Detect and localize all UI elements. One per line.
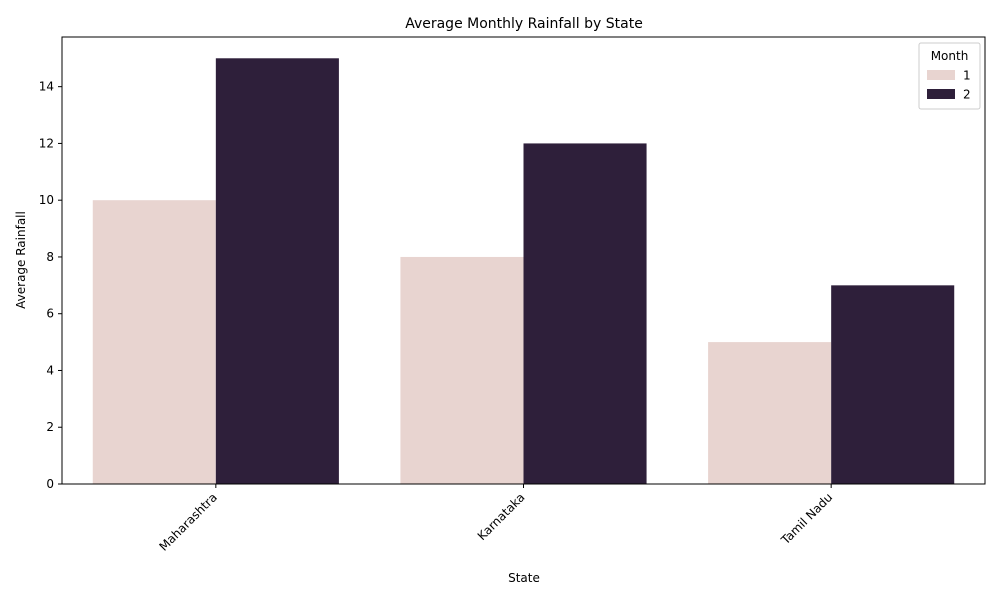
x-tick-label: Karnataka — [475, 490, 528, 543]
legend: Month 1 2 — [918, 42, 981, 110]
y-tick-label: 0 — [46, 477, 54, 491]
x-tick-label: Tamil Nadu — [778, 490, 836, 548]
y-tick-label: 12 — [39, 136, 54, 150]
y-tick-label: 8 — [46, 250, 54, 264]
bar-karnataka-month-1 — [400, 256, 524, 484]
bar-karnataka-month-2 — [523, 143, 647, 484]
x-axis: Maharashtra Karnataka Tamil Nadu — [156, 484, 835, 554]
legend-swatch-month-2 — [927, 89, 955, 99]
bar-tamil-nadu-month-2 — [831, 285, 955, 484]
y-tick-label: 2 — [46, 420, 54, 434]
x-axis-label: State — [508, 571, 540, 585]
x-tick-label: Maharashtra — [156, 490, 220, 554]
legend-title: Month — [931, 49, 969, 63]
plot-area — [92, 58, 955, 485]
y-axis-label: Average Rainfall — [14, 211, 28, 309]
legend-label-month-2: 2 — [963, 88, 971, 102]
legend-label-month-1: 1 — [963, 69, 971, 83]
bar-tamil-nadu-month-1 — [708, 342, 832, 484]
chart-title: Average Monthly Rainfall by State — [405, 16, 643, 32]
y-axis: 0 2 4 6 8 10 12 14 — [39, 80, 62, 491]
y-tick-label: 4 — [46, 363, 54, 377]
bar-maharashtra-month-2 — [215, 58, 339, 485]
y-tick-label: 10 — [39, 193, 54, 207]
y-tick-label: 14 — [39, 80, 54, 94]
y-tick-label: 6 — [46, 307, 54, 321]
bar-maharashtra-month-1 — [92, 200, 216, 484]
legend-swatch-month-1 — [927, 70, 955, 80]
